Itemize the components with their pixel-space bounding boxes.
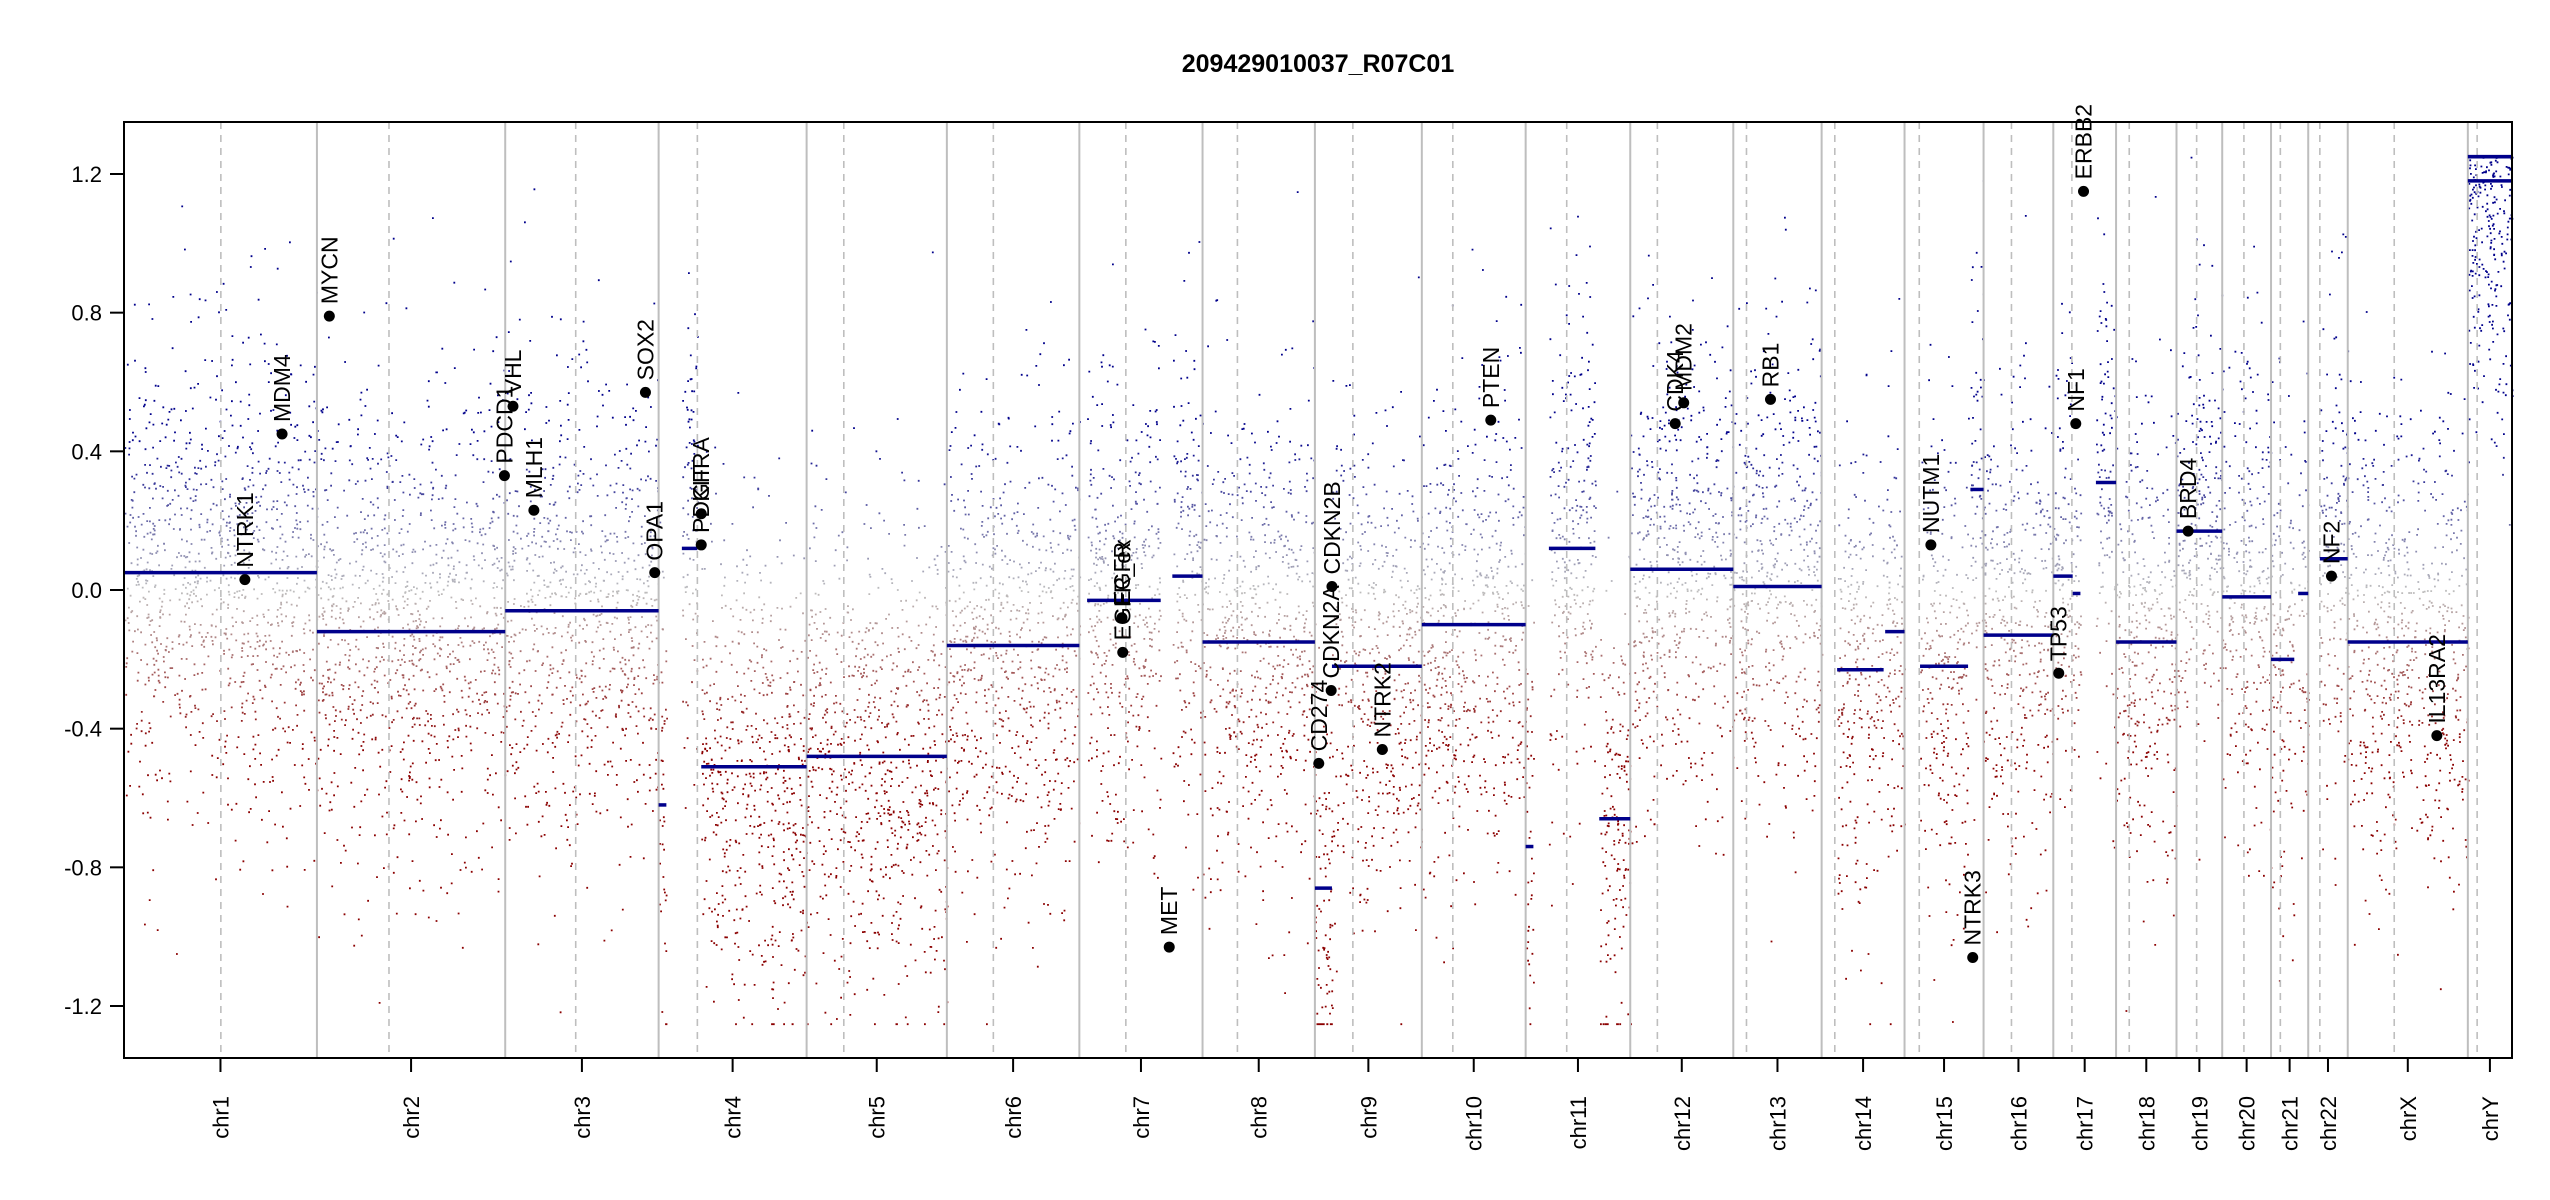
gene-label: NF2 xyxy=(2318,521,2344,564)
gene-point xyxy=(649,567,661,579)
chromosome-label: chrY xyxy=(2478,1096,2503,1142)
gene-label: NF1 xyxy=(2063,368,2089,411)
gene-label: NUTM1 xyxy=(1918,454,1944,533)
y-tick-label: 0.0 xyxy=(71,578,102,603)
gene-label: MDM2 xyxy=(1671,323,1697,391)
chromosome-label: chr16 xyxy=(2006,1096,2031,1151)
chromosome-label: chr13 xyxy=(1765,1096,1790,1151)
chromosome-separators xyxy=(220,122,2478,1058)
chromosome-label: chr7 xyxy=(1129,1096,1154,1139)
gene-label: CDKN2A xyxy=(1318,585,1344,679)
chromosome-label: chr20 xyxy=(2235,1096,2260,1151)
gene-point xyxy=(507,400,519,412)
chromosome-label: chrX xyxy=(2396,1096,2421,1142)
segments xyxy=(124,154,2512,890)
chromosome-label: chr1 xyxy=(208,1096,233,1139)
gene-point xyxy=(498,470,510,482)
chart-title: 209429010037_R07C01 xyxy=(1182,50,1455,78)
gene-label: BRD4 xyxy=(2175,458,2201,520)
chromosome-label: chr8 xyxy=(1247,1096,1272,1139)
gene-label: NTRK2 xyxy=(1369,662,1395,737)
chromosome-label: chr17 xyxy=(2073,1096,2098,1151)
plot-frame xyxy=(123,121,2513,1059)
y-axis: -1.2 -0.8 -0.4 0.0 0.4 0.8 1.2 xyxy=(64,162,125,1019)
y-tick-label: -0.8 xyxy=(64,855,102,880)
gene-point xyxy=(2431,730,2443,742)
gene-point xyxy=(1163,941,1175,953)
gene-point xyxy=(695,539,707,551)
gene-point xyxy=(1764,393,1776,405)
gene-label: PDCD1 xyxy=(491,386,517,464)
gene-point xyxy=(239,574,251,586)
gene-label: PTEN xyxy=(1478,347,1504,408)
gene-point xyxy=(528,504,540,516)
y-tick-label: -0.4 xyxy=(64,717,102,742)
gene-point xyxy=(1376,743,1388,755)
gene-label: CDKN2B xyxy=(1319,481,1345,574)
chromosome-label: chr15 xyxy=(1932,1096,1957,1151)
chromosome-label: chr4 xyxy=(721,1096,746,1139)
gene-label: MET xyxy=(1156,887,1182,936)
gene-point xyxy=(323,310,335,322)
chromosome-label: chr3 xyxy=(570,1096,595,1139)
chromosome-label: chr11 xyxy=(1566,1096,1591,1149)
x-axis: chr1 chr2 chr3 chr4 chr5 chr6 chr7 chr8 chr9 chr1… xyxy=(208,1058,2503,1151)
chromosome-label: chr22 xyxy=(2316,1096,2341,1151)
gene-label: IL13RA2 xyxy=(2424,634,2450,724)
gene-label: VHL xyxy=(500,349,526,394)
gene-point xyxy=(1116,612,1128,624)
chromosome-label: chr12 xyxy=(1670,1096,1695,1151)
chromosome-label: chr2 xyxy=(399,1096,424,1139)
chromosome-label: chr18 xyxy=(2134,1096,2159,1151)
y-tick-label: 0.8 xyxy=(71,301,102,326)
gene-label: OPA1 xyxy=(642,501,668,561)
gene-point xyxy=(1678,397,1690,409)
chromosome-label: chr21 xyxy=(2278,1096,2303,1151)
gene-point xyxy=(1326,581,1338,593)
gene-point xyxy=(1967,951,1979,963)
gene-label: ERBB2 xyxy=(2071,104,2097,179)
gene-label: SOX2 xyxy=(632,319,658,380)
gene-point xyxy=(2070,418,2082,430)
gene-label: MDM4 xyxy=(269,354,295,422)
gene-point xyxy=(2325,570,2337,582)
gene-label: NTRK1 xyxy=(232,492,258,567)
gene-label: EGFR_ex xyxy=(1110,539,1136,640)
gene-point xyxy=(1313,757,1325,769)
gene-point xyxy=(639,386,651,398)
chromosome-label: chr5 xyxy=(865,1096,890,1139)
gene-point xyxy=(1485,414,1497,426)
gene-label: MLH1 xyxy=(521,437,547,498)
gene-point xyxy=(1117,646,1129,658)
gene-point xyxy=(1669,418,1681,430)
gene-point xyxy=(1325,685,1337,697)
chromosome-label: chr19 xyxy=(2187,1096,2212,1151)
gene-point xyxy=(2078,185,2090,197)
y-tick-label: 0.4 xyxy=(71,439,102,464)
gene-label: MYCN xyxy=(316,236,342,304)
chromosome-label: chr14 xyxy=(1851,1096,1876,1151)
gene-label: RB1 xyxy=(1757,343,1783,388)
chromosome-label: chr9 xyxy=(1356,1096,1381,1139)
chromosome-label: chr6 xyxy=(1001,1096,1026,1139)
gene-point xyxy=(2053,667,2065,679)
gene-label: PDGFRA xyxy=(688,436,714,533)
gene-point xyxy=(695,508,707,520)
gene-label: TP53 xyxy=(2046,606,2072,661)
gene-label: NTRK3 xyxy=(1960,870,1986,945)
chromosome-label: chr10 xyxy=(1462,1096,1487,1151)
gene-label: EGFR xyxy=(1109,542,1135,606)
y-tick-label: -1.2 xyxy=(64,994,102,1019)
y-tick-label: 1.2 xyxy=(71,162,102,187)
gene-point xyxy=(1925,539,1937,551)
probe-points xyxy=(124,156,2514,1026)
gene-point xyxy=(2182,525,2194,537)
gene-point xyxy=(276,428,288,440)
gene-label: KIT xyxy=(688,466,714,502)
